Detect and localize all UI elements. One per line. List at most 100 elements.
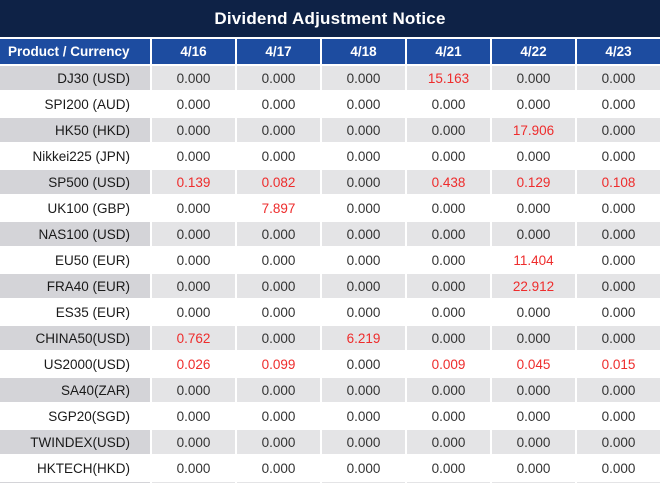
value-cell: 0.000 bbox=[322, 430, 405, 454]
dividend-table: Product / Currency 4/16 4/17 4/18 4/21 4/22 4/… bbox=[0, 37, 660, 483]
product-cell: ES35 (EUR) bbox=[0, 300, 150, 324]
value-cell: 0.000 bbox=[492, 326, 575, 350]
value-cell: 0.000 bbox=[152, 378, 235, 402]
header-product-currency: Product / Currency bbox=[0, 39, 150, 64]
value-cell: 0.000 bbox=[492, 430, 575, 454]
value-cell: 0.000 bbox=[577, 248, 660, 272]
product-cell: CHINA50(USD) bbox=[0, 326, 150, 350]
value-cell: 0.000 bbox=[322, 456, 405, 480]
product-cell: HK50 (HKD) bbox=[0, 118, 150, 142]
value-cell: 0.015 bbox=[577, 352, 660, 376]
value-cell: 0.762 bbox=[152, 326, 235, 350]
value-cell: 0.000 bbox=[152, 66, 235, 90]
value-cell: 0.000 bbox=[577, 326, 660, 350]
value-cell: 0.009 bbox=[407, 352, 490, 376]
value-cell: 0.000 bbox=[237, 144, 320, 168]
header-date: 4/21 bbox=[407, 39, 490, 64]
value-cell: 0.000 bbox=[407, 430, 490, 454]
value-cell: 0.000 bbox=[152, 248, 235, 272]
value-cell: 0.000 bbox=[577, 144, 660, 168]
value-cell: 17.906 bbox=[492, 118, 575, 142]
product-cell: DJ30 (USD) bbox=[0, 66, 150, 90]
value-cell: 0.000 bbox=[492, 456, 575, 480]
product-cell: HKTECH(HKD) bbox=[0, 456, 150, 480]
value-cell: 0.000 bbox=[577, 92, 660, 116]
value-cell: 0.000 bbox=[152, 118, 235, 142]
value-cell: 0.000 bbox=[152, 222, 235, 246]
value-cell: 0.000 bbox=[237, 248, 320, 272]
value-cell: 0.000 bbox=[407, 118, 490, 142]
value-cell: 0.000 bbox=[407, 404, 490, 428]
value-cell: 0.000 bbox=[322, 222, 405, 246]
product-cell: NAS100 (USD) bbox=[0, 222, 150, 246]
value-cell: 0.000 bbox=[492, 300, 575, 324]
value-cell: 0.000 bbox=[322, 404, 405, 428]
value-cell: 0.000 bbox=[322, 300, 405, 324]
value-cell: 0.000 bbox=[407, 92, 490, 116]
value-cell: 0.000 bbox=[407, 144, 490, 168]
value-cell: 0.000 bbox=[152, 92, 235, 116]
value-cell: 0.000 bbox=[237, 430, 320, 454]
value-cell: 0.129 bbox=[492, 170, 575, 194]
value-cell: 0.000 bbox=[322, 118, 405, 142]
title-bar: Dividend Adjustment Notice bbox=[0, 0, 660, 37]
value-cell: 0.000 bbox=[577, 66, 660, 90]
value-cell: 0.000 bbox=[237, 456, 320, 480]
value-cell: 0.000 bbox=[237, 92, 320, 116]
product-cell: EU50 (EUR) bbox=[0, 248, 150, 272]
value-cell: 15.163 bbox=[407, 66, 490, 90]
value-cell: 0.000 bbox=[407, 248, 490, 272]
header-date: 4/18 bbox=[322, 39, 405, 64]
value-cell: 0.000 bbox=[577, 430, 660, 454]
product-cell: US2000(USD) bbox=[0, 352, 150, 376]
value-cell: 0.000 bbox=[237, 66, 320, 90]
value-cell: 0.000 bbox=[492, 404, 575, 428]
product-cell: TWINDEX(USD) bbox=[0, 430, 150, 454]
value-cell: 0.000 bbox=[322, 144, 405, 168]
value-cell: 0.000 bbox=[322, 248, 405, 272]
value-cell: 0.000 bbox=[492, 196, 575, 220]
value-cell: 0.000 bbox=[492, 92, 575, 116]
page-title: Dividend Adjustment Notice bbox=[214, 8, 446, 28]
value-cell: 0.000 bbox=[152, 300, 235, 324]
value-cell: 0.000 bbox=[322, 378, 405, 402]
value-cell: 0.000 bbox=[152, 274, 235, 298]
value-cell: 0.000 bbox=[237, 222, 320, 246]
header-date: 4/17 bbox=[237, 39, 320, 64]
value-cell: 0.082 bbox=[237, 170, 320, 194]
value-cell: 0.000 bbox=[577, 222, 660, 246]
value-cell: 0.000 bbox=[577, 196, 660, 220]
value-cell: 0.000 bbox=[492, 144, 575, 168]
value-cell: 0.000 bbox=[577, 404, 660, 428]
value-cell: 0.000 bbox=[577, 118, 660, 142]
value-cell: 0.000 bbox=[152, 404, 235, 428]
value-cell: 0.000 bbox=[407, 300, 490, 324]
value-cell: 0.000 bbox=[322, 66, 405, 90]
value-cell: 0.000 bbox=[407, 326, 490, 350]
value-cell: 0.000 bbox=[237, 404, 320, 428]
value-cell: 0.000 bbox=[577, 456, 660, 480]
value-cell: 0.000 bbox=[237, 274, 320, 298]
value-cell: 0.000 bbox=[237, 326, 320, 350]
value-cell: 0.000 bbox=[577, 274, 660, 298]
product-cell: Nikkei225 (JPN) bbox=[0, 144, 150, 168]
value-cell: 0.000 bbox=[407, 456, 490, 480]
value-cell: 0.000 bbox=[492, 378, 575, 402]
value-cell: 0.000 bbox=[322, 170, 405, 194]
product-cell: SP500 (USD) bbox=[0, 170, 150, 194]
value-cell: 0.099 bbox=[237, 352, 320, 376]
value-cell: 0.000 bbox=[322, 274, 405, 298]
value-cell: 0.000 bbox=[152, 144, 235, 168]
value-cell: 0.000 bbox=[237, 300, 320, 324]
value-cell: 0.000 bbox=[492, 66, 575, 90]
value-cell: 0.000 bbox=[237, 378, 320, 402]
value-cell: 0.000 bbox=[322, 92, 405, 116]
value-cell: 0.108 bbox=[577, 170, 660, 194]
value-cell: 0.000 bbox=[152, 196, 235, 220]
value-cell: 0.000 bbox=[577, 300, 660, 324]
value-cell: 0.000 bbox=[237, 118, 320, 142]
value-cell: 0.045 bbox=[492, 352, 575, 376]
product-cell: UK100 (GBP) bbox=[0, 196, 150, 220]
product-cell: SPI200 (AUD) bbox=[0, 92, 150, 116]
